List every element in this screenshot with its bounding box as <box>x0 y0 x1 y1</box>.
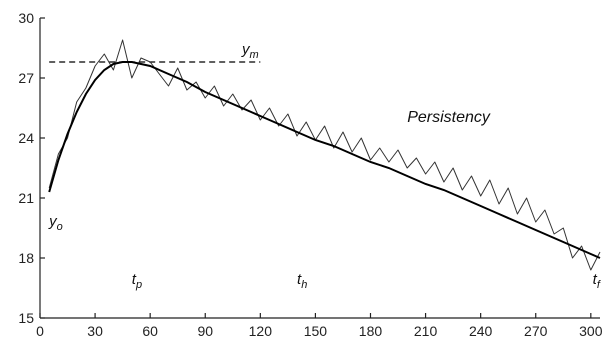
x-tick-label: 30 <box>87 323 103 339</box>
annotation-layer: Persistency ym yo tp th tf <box>48 41 601 291</box>
axes: 15 18 21 24 27 30 0 30 60 90 120 150 180 210 240 270 30… <box>18 10 602 339</box>
x-tick-label: 300 <box>579 323 603 339</box>
y-ticks: 15 18 21 24 27 30 <box>18 10 45 326</box>
y-tick-label: 27 <box>18 70 34 86</box>
y-tick-label: 30 <box>18 10 34 26</box>
annotation-label: th <box>297 271 307 291</box>
x-tick-label: 270 <box>524 323 548 339</box>
annotation-label: yo <box>48 213 63 233</box>
y-tick-label: 21 <box>18 190 34 206</box>
x-tick-label: 0 <box>36 323 44 339</box>
annotation-label: tp <box>132 271 142 291</box>
series-layer <box>48 39 601 271</box>
annotation-label: ym <box>241 41 259 61</box>
x-tick-label: 240 <box>469 323 493 339</box>
x-tick-label: 210 <box>414 323 438 339</box>
x-ticks: 0 30 60 90 120 150 180 210 240 270 300 <box>36 313 603 339</box>
noisy-series-line <box>48 39 601 271</box>
x-tick-label: 180 <box>359 323 383 339</box>
x-tick-label: 90 <box>197 323 213 339</box>
x-tick-label: 150 <box>304 323 328 339</box>
annotation-label: Persistency <box>407 109 491 126</box>
y-tick-label: 15 <box>18 310 34 326</box>
y-tick-label: 24 <box>18 130 34 146</box>
x-tick-label: 120 <box>249 323 273 339</box>
smooth-series-line <box>48 61 601 259</box>
annotation-label: tf <box>593 271 601 291</box>
y-tick-label: 18 <box>18 250 34 266</box>
x-tick-label: 60 <box>142 323 158 339</box>
